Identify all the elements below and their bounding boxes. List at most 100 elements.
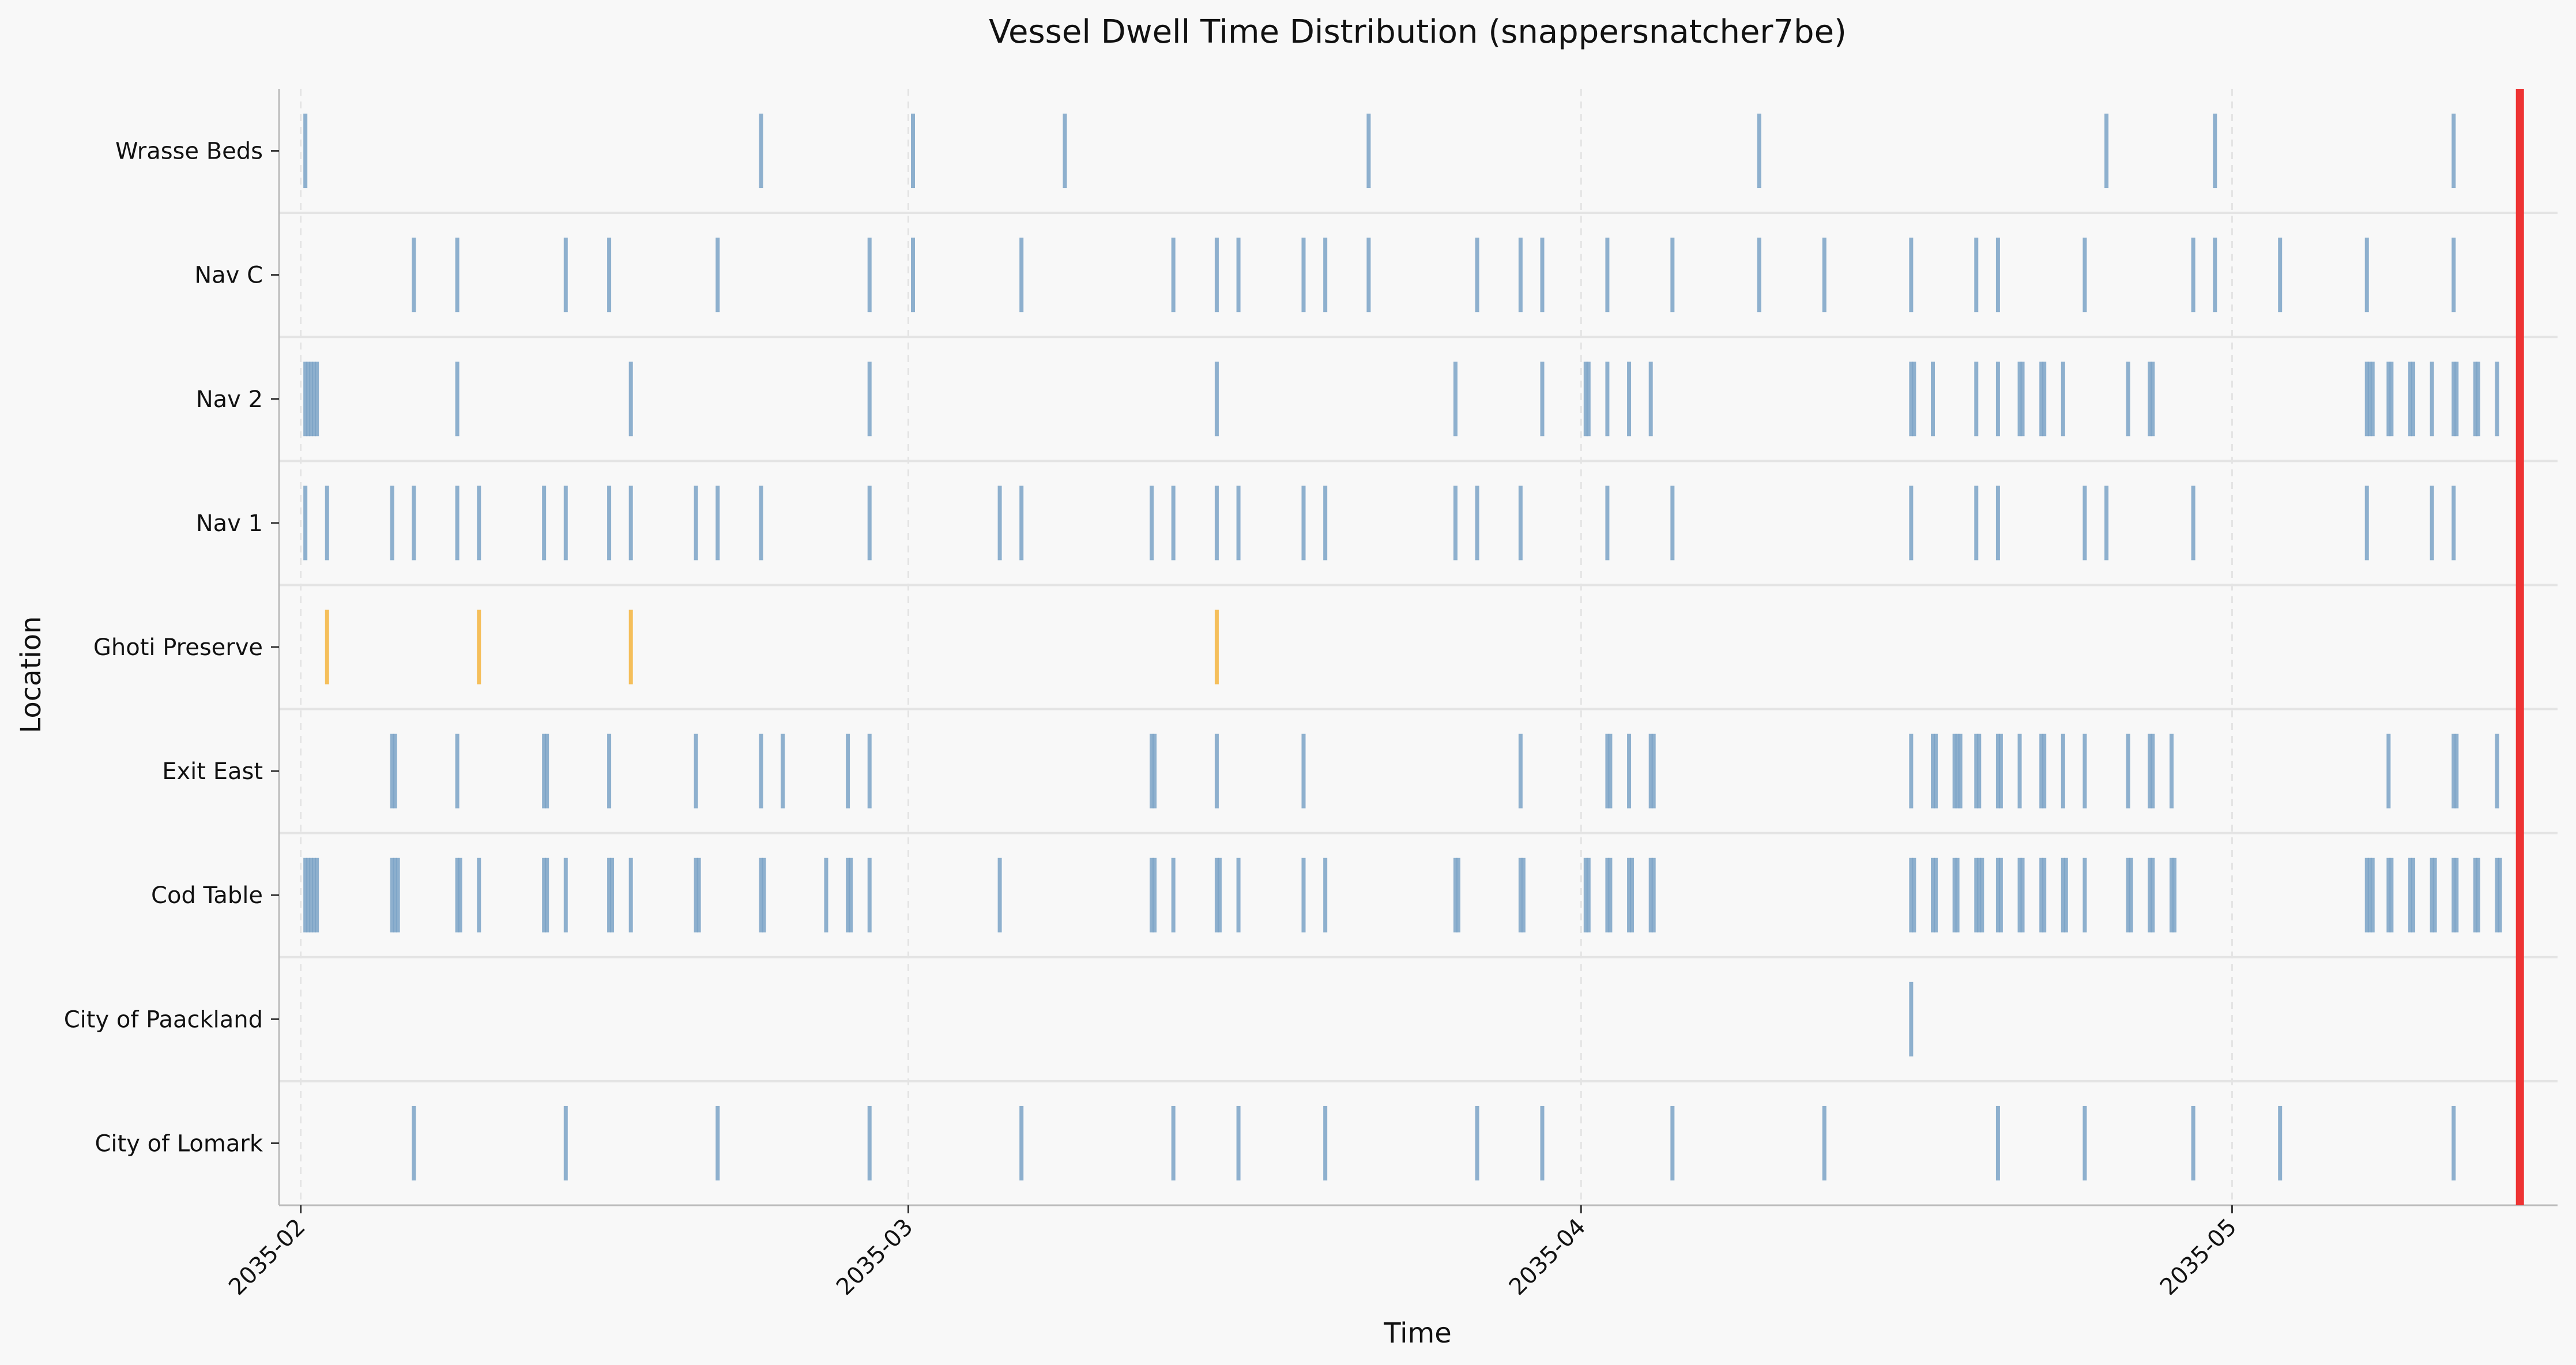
event-mark <box>694 734 698 809</box>
event-mark <box>1977 734 1982 809</box>
event-mark <box>1518 486 1523 561</box>
event-mark <box>2017 362 2022 437</box>
event-mark <box>1453 486 1458 561</box>
event-mark <box>1171 486 1176 561</box>
event-mark <box>2408 362 2413 437</box>
event-mark <box>1236 1105 1241 1180</box>
event-mark <box>1605 734 1610 809</box>
event-mark <box>563 858 568 932</box>
event-mark <box>2430 486 2434 561</box>
event-mark <box>1456 858 1460 932</box>
event-mark <box>1586 362 1591 437</box>
event-mark <box>1952 858 1957 932</box>
event-mark <box>325 486 329 561</box>
event-mark <box>1475 238 1479 313</box>
event-mark <box>628 486 633 561</box>
event-mark <box>1236 486 1241 561</box>
event-mark <box>715 486 720 561</box>
event-mark <box>1214 238 1219 313</box>
event-mark <box>2082 1105 2087 1180</box>
event-mark <box>762 858 766 932</box>
event-mark <box>1518 238 1523 313</box>
event-mark <box>1214 610 1219 685</box>
event-mark <box>1171 858 1176 932</box>
event-mark <box>303 114 308 189</box>
event-mark <box>911 238 916 313</box>
event-mark <box>315 362 319 437</box>
event-mark <box>607 238 612 313</box>
event-mark <box>1475 486 1479 561</box>
event-mark <box>455 734 460 809</box>
event-mark <box>2082 486 2087 561</box>
event-mark <box>607 858 612 932</box>
y-tick-label: Nav 1 <box>196 510 263 537</box>
event-mark <box>455 362 460 437</box>
event-mark <box>1670 238 1675 313</box>
event-mark <box>1980 858 1984 932</box>
event-mark <box>2042 858 2047 932</box>
event-mark <box>1366 114 1371 189</box>
event-mark <box>563 238 568 313</box>
event-mark <box>759 486 763 561</box>
event-mark <box>1366 238 1371 313</box>
x-axis-label: Time <box>1383 1317 1451 1349</box>
event-mark <box>2148 734 2152 809</box>
event-mark <box>607 486 612 561</box>
event-mark <box>390 734 394 809</box>
event-mark <box>1648 362 1653 437</box>
event-mark <box>1651 858 1656 932</box>
event-mark <box>1605 486 1610 561</box>
event-mark <box>1995 238 2000 313</box>
event-mark <box>2454 362 2459 437</box>
event-mark <box>1150 486 1154 561</box>
event-mark <box>2454 858 2459 932</box>
event-mark <box>303 362 308 437</box>
event-mark <box>1651 734 1656 809</box>
event-mark <box>1930 362 1935 437</box>
event-mark <box>849 858 853 932</box>
event-mark <box>1323 238 1328 313</box>
event-mark <box>2389 858 2394 932</box>
event-mark <box>312 362 317 437</box>
event-mark <box>1995 734 2000 809</box>
event-mark <box>1912 858 1916 932</box>
event-mark <box>1933 858 1938 932</box>
event-mark <box>455 858 460 932</box>
event-mark <box>312 858 317 932</box>
event-mark <box>1150 858 1154 932</box>
event-mark <box>628 362 633 437</box>
event-mark <box>1518 858 1523 932</box>
event-mark <box>2017 734 2022 809</box>
event-mark <box>2172 858 2177 932</box>
event-mark <box>781 734 785 809</box>
event-mark <box>2017 858 2022 932</box>
event-mark <box>393 734 397 809</box>
event-mark <box>1323 858 1328 932</box>
event-mark <box>2367 858 2372 932</box>
event-mark <box>2151 858 2155 932</box>
event-mark <box>2170 858 2174 932</box>
event-mark <box>867 858 872 932</box>
event-mark <box>846 734 850 809</box>
event-mark <box>2389 362 2394 437</box>
event-mark <box>2082 858 2087 932</box>
event-mark <box>1648 734 1653 809</box>
event-mark <box>1909 238 1914 313</box>
event-mark <box>1453 362 1458 437</box>
event-mark <box>2151 734 2155 809</box>
event-mark <box>1063 114 1067 189</box>
event-mark <box>2020 858 2025 932</box>
event-mark <box>2408 858 2413 932</box>
event-mark <box>2451 1105 2456 1180</box>
event-mark <box>1301 238 1306 313</box>
event-mark <box>2213 114 2217 189</box>
event-mark <box>2148 362 2152 437</box>
event-mark <box>2451 114 2456 189</box>
event-mark <box>1236 858 1241 932</box>
event-mark <box>1214 858 1219 932</box>
event-mark <box>1974 858 1979 932</box>
event-mark <box>1171 1105 1176 1180</box>
event-mark <box>2495 858 2499 932</box>
event-mark <box>2170 734 2174 809</box>
event-mark <box>1757 114 1761 189</box>
